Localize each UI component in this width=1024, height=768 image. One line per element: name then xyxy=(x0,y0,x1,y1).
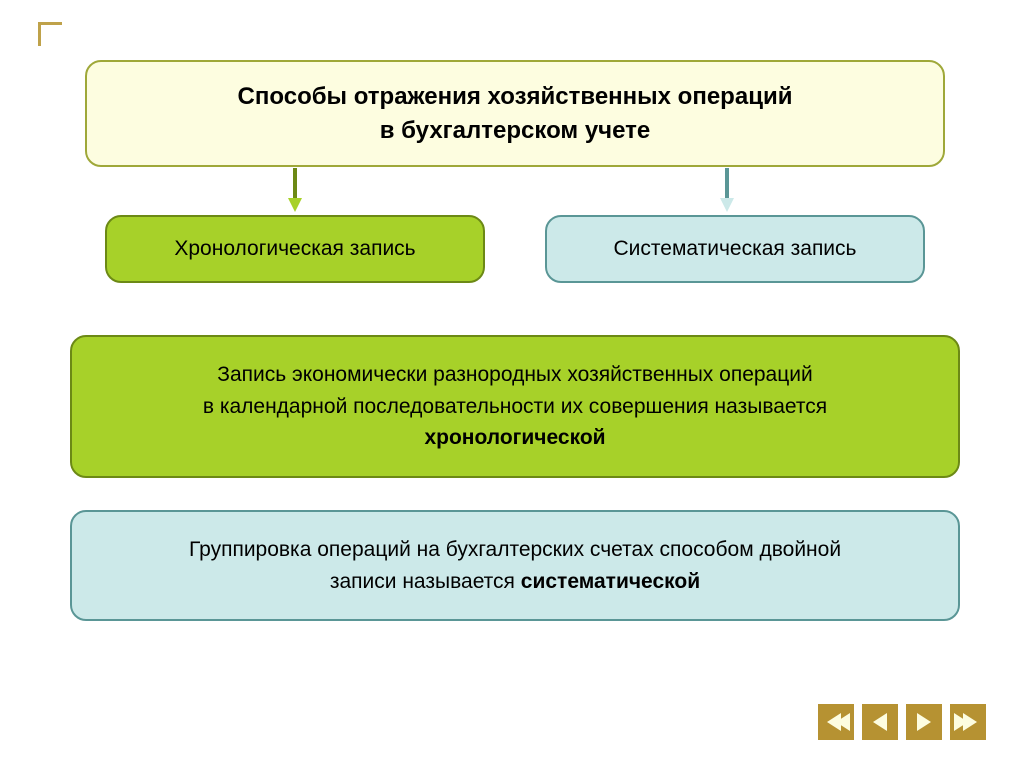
arrow-right xyxy=(720,168,734,212)
chronological-description: Запись экономически разнородных хозяйств… xyxy=(70,335,960,478)
arrow-right-head xyxy=(720,198,734,212)
nav-first-icon-2 xyxy=(836,713,850,731)
header-box: Способы отражения хозяйственных операций… xyxy=(85,60,945,167)
arrow-left-line xyxy=(293,168,297,200)
nav-last-button[interactable] xyxy=(950,704,986,740)
chronological-box: Хронологическая запись xyxy=(105,215,485,283)
desc2-line2-pre: записи называется xyxy=(330,570,521,593)
desc2-line1: Группировка операций на бухгалтерских сч… xyxy=(189,538,841,561)
nav-first-button[interactable] xyxy=(818,704,854,740)
nav-next-button[interactable] xyxy=(906,704,942,740)
nav-last-icon-2 xyxy=(963,713,977,731)
header-line1: Способы отражения хозяйственных операций xyxy=(107,80,923,114)
systematic-label: Систематическая запись xyxy=(614,237,857,260)
header-line2: в бухгалтерском учете xyxy=(107,114,923,148)
nav-prev-button[interactable] xyxy=(862,704,898,740)
arrow-left xyxy=(288,168,302,212)
nav-next-icon xyxy=(917,713,931,731)
desc2-bold: систематической xyxy=(521,570,700,593)
desc1-bold: хронологической xyxy=(424,426,605,449)
arrow-left-head xyxy=(288,198,302,212)
nav-prev-icon xyxy=(873,713,887,731)
desc1-line1: Запись экономически разнородных хозяйств… xyxy=(217,363,812,386)
arrow-right-line xyxy=(725,168,729,200)
nav-buttons xyxy=(818,704,986,740)
desc1-line2: в календарной последовательности их сове… xyxy=(203,395,827,418)
systematic-box: Систематическая запись xyxy=(545,215,925,283)
chronological-label: Хронологическая запись xyxy=(174,237,415,260)
corner-decoration xyxy=(38,22,62,46)
systematic-description: Группировка операций на бухгалтерских сч… xyxy=(70,510,960,621)
